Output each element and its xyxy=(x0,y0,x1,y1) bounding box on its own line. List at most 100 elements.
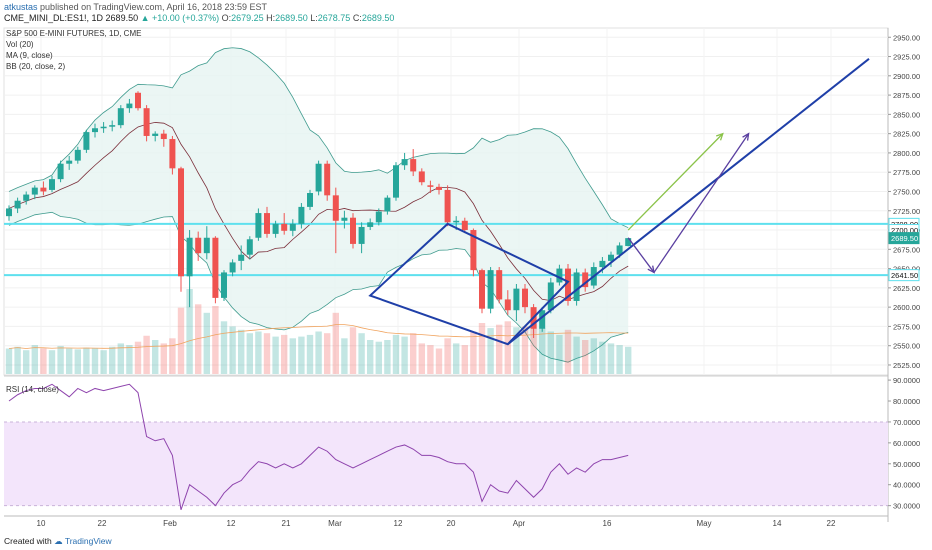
candle-body xyxy=(556,268,563,283)
volume-bar xyxy=(539,328,546,374)
volume-bars xyxy=(5,289,632,374)
candle-body xyxy=(375,211,382,223)
candle-body xyxy=(461,220,468,231)
volume-bar xyxy=(375,341,382,374)
author-link[interactable]: atkustas xyxy=(4,2,38,12)
y-tick-label: 2925.00 xyxy=(893,53,920,62)
candle-body xyxy=(238,254,245,261)
volume-bar xyxy=(496,324,503,374)
volume-bar xyxy=(504,321,511,374)
volume-bar xyxy=(66,348,73,374)
volume-bar xyxy=(229,326,236,374)
volume-bar xyxy=(255,331,262,374)
volume-bar xyxy=(530,319,537,374)
volume-bar xyxy=(117,343,124,374)
volume-bar xyxy=(513,327,520,374)
candle-body xyxy=(324,163,331,196)
volume-bar xyxy=(401,336,408,374)
x-tick-label: 22 xyxy=(98,519,107,528)
candle-body xyxy=(444,189,451,223)
candle-body xyxy=(40,187,47,192)
volume-bar xyxy=(281,334,288,374)
rsi-tick-label: 40.0000 xyxy=(893,481,920,490)
x-tick-label: 12 xyxy=(394,519,403,528)
candle-body xyxy=(195,237,202,254)
y-tick-label: 2725.00 xyxy=(893,207,920,216)
x-tick-label: Apr xyxy=(513,519,526,528)
ma-line xyxy=(8,122,629,302)
candle-body xyxy=(496,270,503,300)
rsi-pane xyxy=(4,383,888,510)
rsi-label[interactable]: RSI (14, close) xyxy=(6,385,59,394)
drawings[interactable] xyxy=(368,58,870,346)
x-tick-label: 16 xyxy=(603,519,612,528)
trend-line[interactable] xyxy=(507,58,870,345)
candle-body xyxy=(350,217,356,244)
tradingview-logo[interactable]: ☁ TradingView xyxy=(54,536,112,546)
candle-body xyxy=(289,223,296,231)
volume-bar xyxy=(599,341,606,374)
candle-body xyxy=(479,270,485,309)
candle-body xyxy=(160,133,167,140)
volume-bar xyxy=(31,345,38,374)
y-tick-label: 2900.00 xyxy=(893,72,920,81)
candle-body xyxy=(616,245,623,255)
projection-arrow[interactable] xyxy=(653,133,750,273)
volume-bar xyxy=(160,343,167,374)
candle-body xyxy=(332,195,339,221)
publish-info: atkustas published on TradingView.com, A… xyxy=(4,2,267,12)
y-tick-label: 2875.00 xyxy=(893,91,920,100)
volume-bar xyxy=(246,333,253,374)
horizontal-levels[interactable] xyxy=(4,222,888,277)
candle-body xyxy=(92,128,98,133)
candle-body xyxy=(212,237,219,298)
candle-body xyxy=(565,268,571,301)
price-tag-label: 2700.00 xyxy=(891,226,918,235)
rsi-tick-label: 80.0000 xyxy=(893,397,920,406)
volume-bar xyxy=(57,345,64,374)
vol-label[interactable]: Vol (20) xyxy=(6,40,34,49)
candle-body xyxy=(186,237,193,277)
series-title: S&P 500 E-MINI FUTURES, 1D, CME xyxy=(6,29,141,38)
candle-body xyxy=(83,132,90,150)
close-value: 2689.50 xyxy=(361,13,395,23)
volume-bar xyxy=(177,307,185,374)
volume-bar xyxy=(40,348,47,374)
y-tick-label: 2550.00 xyxy=(893,342,920,351)
ma-label[interactable]: MA (9, close) xyxy=(6,51,53,60)
candle-body xyxy=(14,200,21,209)
candle-body xyxy=(74,149,81,161)
arrow-head xyxy=(742,132,750,141)
symbol-info: CME_MINI_DL:ES1!, 1D 2689.50 ▲ +10.00 (+… xyxy=(4,13,395,23)
rsi-tick-label: 60.0000 xyxy=(893,439,920,448)
candle-body xyxy=(573,272,580,301)
price-tag-label: 2641.50 xyxy=(891,271,918,280)
candle-body xyxy=(109,125,116,127)
volume-bar xyxy=(298,336,305,374)
volume-bar xyxy=(332,312,339,374)
bb-label[interactable]: BB (20, close, 2) xyxy=(6,62,65,71)
rsi-band xyxy=(4,421,888,506)
bb-fill xyxy=(9,47,629,363)
diamond-pattern[interactable] xyxy=(368,222,570,346)
rsi-tick-label: 50.0000 xyxy=(893,460,920,469)
last-price: 2689.50 xyxy=(105,13,139,23)
projection-arrow[interactable] xyxy=(627,133,724,231)
candle-body xyxy=(49,179,55,190)
projection-arrow[interactable] xyxy=(627,237,655,273)
candle-body xyxy=(393,165,399,198)
volume-bar xyxy=(109,346,116,374)
volume-bar xyxy=(315,331,322,374)
volume-bar xyxy=(410,333,417,374)
candle-body xyxy=(229,262,236,273)
candle-body xyxy=(608,254,614,261)
volume-bar xyxy=(564,329,572,374)
x-tick-label: Feb xyxy=(163,519,177,528)
y-tick-label: 2775.00 xyxy=(893,168,920,177)
symbol-name: CME_MINI_DL:ES1!, 1D xyxy=(4,13,104,23)
volume-bar xyxy=(487,328,494,374)
candle-body xyxy=(418,171,425,183)
candle-body xyxy=(582,272,589,288)
open-value: 2679.25 xyxy=(231,13,264,23)
